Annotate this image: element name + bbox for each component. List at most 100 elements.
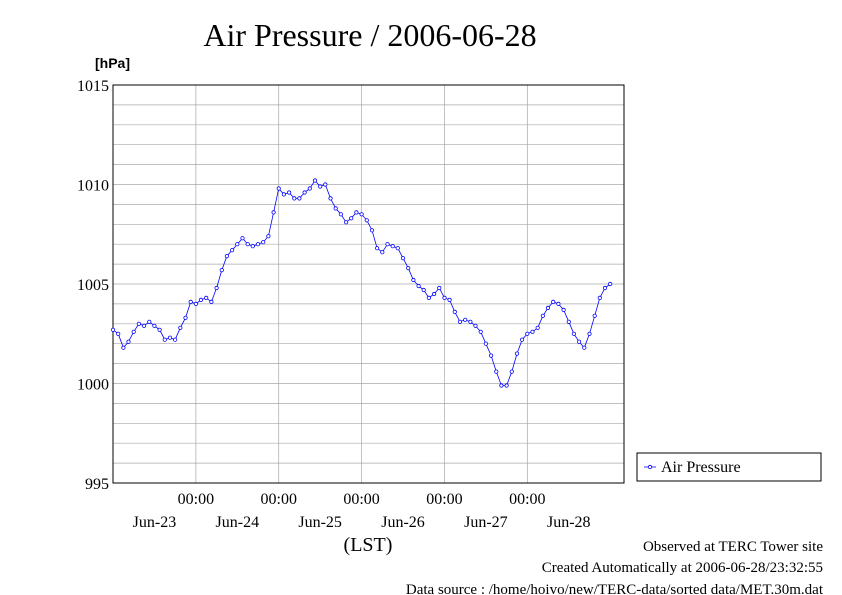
data-point xyxy=(131,329,136,334)
data-point xyxy=(582,345,587,350)
data-point xyxy=(266,234,271,239)
x-tick-date: Jun-23 xyxy=(133,514,177,531)
data-point xyxy=(204,295,209,300)
data-point xyxy=(147,319,152,324)
data-point xyxy=(602,285,608,291)
data-point xyxy=(597,295,602,300)
data-point xyxy=(297,196,302,201)
footer-created: Created Automatically at 2006-06-28/23:3… xyxy=(542,560,823,576)
x-tick-date: Jun-28 xyxy=(547,514,591,531)
legend: Air Pressure xyxy=(636,452,822,482)
data-point xyxy=(121,345,126,350)
data-point xyxy=(276,186,281,191)
data-point xyxy=(437,285,442,291)
data-point xyxy=(240,236,245,241)
data-point xyxy=(136,321,141,326)
data-point xyxy=(328,196,333,201)
data-point xyxy=(354,210,359,215)
data-point xyxy=(250,244,255,249)
data-point xyxy=(561,307,566,312)
x-tick-date: Jun-24 xyxy=(216,514,260,531)
legend-label: Air Pressure xyxy=(661,459,741,476)
x-tick-date: Jun-26 xyxy=(381,514,425,531)
x-tick-time: 00:00 xyxy=(343,491,379,508)
y-tick-label: 1015 xyxy=(77,78,109,95)
data-point xyxy=(426,295,431,300)
data-point xyxy=(540,313,546,318)
data-point xyxy=(519,337,525,342)
data-point xyxy=(514,351,520,356)
data-point xyxy=(504,383,509,388)
x-tick-date: Jun-27 xyxy=(464,514,508,531)
data-point xyxy=(312,178,318,183)
data-point xyxy=(463,317,468,322)
data-point xyxy=(488,353,494,358)
data-point xyxy=(157,327,162,332)
data-point xyxy=(167,335,173,340)
data-point xyxy=(323,182,328,187)
data-point xyxy=(116,331,121,336)
data-point xyxy=(431,291,437,297)
data-point xyxy=(473,323,478,328)
data-point xyxy=(281,192,286,197)
data-point xyxy=(302,190,307,195)
data-point xyxy=(110,327,116,332)
legend-box xyxy=(636,452,822,482)
y-tick-label: 995 xyxy=(85,476,109,493)
data-point xyxy=(525,331,530,336)
data-point xyxy=(576,339,582,344)
data-point xyxy=(333,206,338,211)
x-tick-time: 00:00 xyxy=(509,491,545,508)
data-point xyxy=(494,369,499,374)
data-point xyxy=(566,319,571,324)
data-point xyxy=(390,244,395,249)
data-point xyxy=(193,301,198,306)
data-point xyxy=(499,383,504,388)
data-point xyxy=(183,315,188,320)
data-point xyxy=(286,190,292,195)
data-point xyxy=(261,240,266,245)
data-point xyxy=(198,297,204,302)
data-point xyxy=(343,220,349,225)
plot-frame xyxy=(112,84,625,484)
data-point xyxy=(535,325,540,330)
footer-source: Data source : /home/hoivo/new/TERC-data/… xyxy=(406,582,824,595)
data-point xyxy=(545,305,551,310)
grid xyxy=(113,85,624,483)
data-point xyxy=(509,369,514,374)
data-point xyxy=(530,329,535,334)
data-point xyxy=(230,248,235,253)
data-point xyxy=(152,323,157,328)
data-point xyxy=(173,337,178,342)
data-point xyxy=(421,287,426,293)
data-point xyxy=(162,337,167,342)
x-axis-label: (LST) xyxy=(344,534,393,556)
data-point xyxy=(369,228,375,233)
data-point xyxy=(349,216,354,221)
data-point xyxy=(447,297,452,302)
data-point xyxy=(188,299,193,304)
data-point xyxy=(245,242,250,247)
x-tick-date: Jun-25 xyxy=(298,514,342,531)
data-point xyxy=(235,242,240,247)
data-point xyxy=(338,212,343,217)
data-point xyxy=(178,325,183,330)
y-tick-label: 1010 xyxy=(77,178,109,195)
chart-title: Air Pressure / 2006-06-28 xyxy=(203,17,536,53)
data-point xyxy=(395,246,400,251)
data-point xyxy=(587,331,592,336)
data-point xyxy=(271,210,276,215)
data-point xyxy=(224,254,229,259)
y-tick-label: 1000 xyxy=(77,377,109,394)
data-point xyxy=(214,285,219,291)
data-point xyxy=(416,283,421,289)
data-point xyxy=(385,242,390,247)
data-point xyxy=(551,299,556,304)
data-point xyxy=(483,341,488,346)
data-point xyxy=(411,277,416,283)
x-tick-time: 00:00 xyxy=(178,491,214,508)
series-air-pressure xyxy=(110,178,613,388)
y-axis-unit: [hPa] xyxy=(95,55,130,71)
y-tick-labels: 1015 1010 1005 1000 995 xyxy=(77,78,109,493)
